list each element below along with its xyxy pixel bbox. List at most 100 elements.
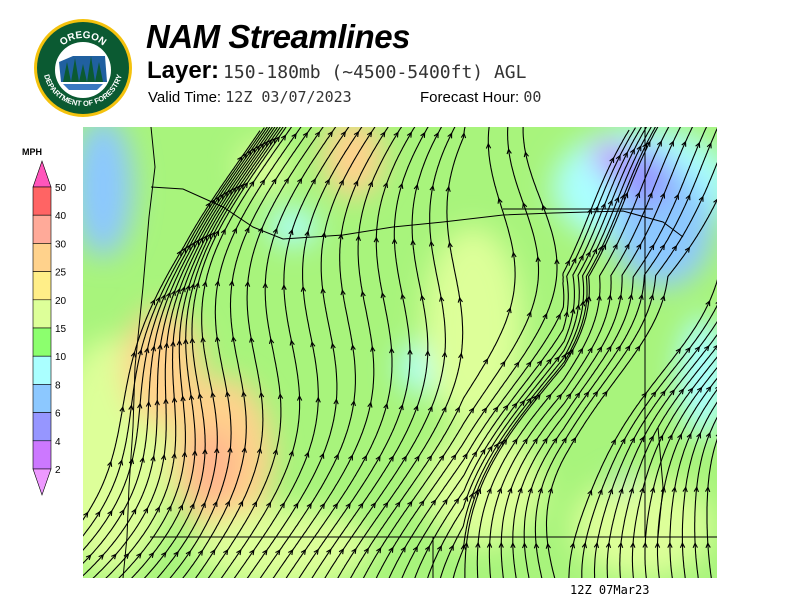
streamline-arrowhead bbox=[645, 140, 651, 147]
streamline-arrowhead bbox=[304, 230, 310, 237]
streamline-arrowhead bbox=[706, 142, 712, 149]
streamline-arrowhead bbox=[274, 135, 280, 142]
streamline-arrowhead bbox=[628, 487, 635, 494]
legend-label: 25 bbox=[55, 268, 67, 279]
streamline-arrowhead bbox=[705, 299, 711, 307]
streamline-arrowhead bbox=[607, 199, 613, 206]
streamline-arrowhead bbox=[625, 344, 631, 352]
streamline-arrowhead bbox=[388, 546, 394, 553]
streamline-arrowhead bbox=[454, 406, 460, 413]
streamline-arrowhead bbox=[669, 389, 675, 396]
streamline-arrowhead bbox=[535, 255, 541, 263]
streamline-arrowhead bbox=[657, 140, 662, 147]
streamline-arrowhead bbox=[614, 196, 620, 203]
streamline-arrowhead bbox=[198, 236, 204, 243]
streamline-arrowhead bbox=[413, 183, 419, 190]
streamline-arrowhead bbox=[107, 460, 113, 467]
streamline-arrowhead bbox=[483, 358, 489, 365]
streamline-arrowhead bbox=[398, 182, 404, 189]
streamline bbox=[143, 127, 287, 578]
streamline-arrowhead bbox=[527, 487, 533, 494]
streamline-arrowhead bbox=[123, 552, 130, 559]
streamline-arrowhead bbox=[526, 311, 532, 318]
streamline-arrowhead bbox=[570, 307, 576, 314]
streamline-arrowhead bbox=[471, 450, 478, 457]
streamline-arrowhead bbox=[677, 433, 682, 440]
streamline-arrowhead bbox=[383, 402, 389, 410]
streamline-arrowhead bbox=[225, 500, 230, 507]
streamline-arrowhead bbox=[400, 293, 406, 300]
streamline bbox=[606, 334, 717, 578]
streamline-arrowhead bbox=[314, 131, 321, 138]
streamline-arrowhead bbox=[389, 347, 395, 354]
streamline-arrowhead bbox=[705, 541, 711, 549]
streamline-arrowhead bbox=[165, 291, 171, 298]
streamline-arrowhead bbox=[492, 406, 499, 413]
streamline-arrowhead bbox=[388, 455, 394, 462]
streamline-arrowhead bbox=[481, 407, 488, 414]
streamline-arrowhead bbox=[457, 296, 463, 303]
streamline-arrowhead bbox=[194, 238, 200, 246]
streamline-arrowhead bbox=[268, 337, 275, 345]
streamline-arrowhead bbox=[517, 487, 523, 494]
streamline-arrowhead bbox=[176, 249, 182, 257]
streamline-arrowhead bbox=[280, 134, 287, 141]
streamline-arrowhead bbox=[297, 177, 303, 184]
streamline-arrowhead bbox=[154, 506, 160, 513]
streamline-arrowhead bbox=[419, 499, 425, 507]
streamline-arrowhead bbox=[350, 399, 356, 407]
streamline-arrowhead bbox=[487, 445, 493, 452]
streamline-arrowhead bbox=[236, 549, 242, 556]
streamline-arrowhead bbox=[571, 436, 577, 444]
streamline-arrowhead bbox=[617, 293, 623, 301]
streamline-arrowhead bbox=[522, 437, 528, 445]
streamline-arrowhead bbox=[395, 501, 401, 508]
streamline-arrowhead bbox=[209, 198, 216, 205]
legend-label: 10 bbox=[55, 352, 67, 363]
streamline bbox=[195, 127, 324, 578]
streamline-arrowhead bbox=[601, 243, 607, 250]
streamline-arrowhead bbox=[609, 156, 615, 163]
streamline-arrowhead bbox=[635, 191, 641, 198]
streamline-arrowhead bbox=[185, 284, 191, 291]
streamline-arrowhead bbox=[277, 392, 284, 400]
streamline-arrowhead bbox=[185, 550, 192, 557]
streamline-arrowhead bbox=[463, 541, 469, 548]
streamline-arrowhead bbox=[597, 346, 603, 353]
streamline-arrowhead bbox=[533, 542, 540, 549]
streamline-arrowhead bbox=[681, 140, 687, 147]
streamline-arrowhead bbox=[424, 350, 431, 357]
streamline-arrowhead bbox=[436, 544, 442, 552]
legend-label: 4 bbox=[55, 437, 61, 448]
streamline-arrowhead bbox=[414, 455, 420, 462]
streamline-arrowhead bbox=[85, 554, 92, 561]
streamline-arrowhead bbox=[647, 192, 653, 199]
streamline-arrowhead bbox=[338, 179, 344, 186]
streamline-arrowhead bbox=[366, 131, 373, 138]
legend-swatch bbox=[32, 327, 52, 357]
streamline-arrowhead bbox=[189, 283, 196, 290]
streamline-arrowhead bbox=[580, 300, 586, 307]
streamline-arrowhead bbox=[319, 502, 326, 509]
streamline-arrowhead bbox=[183, 338, 189, 345]
streamline-arrowhead bbox=[561, 437, 567, 444]
streamline-arrowhead bbox=[324, 178, 330, 185]
streamline-arrowhead bbox=[554, 258, 560, 265]
streamline-arrowhead bbox=[176, 339, 183, 346]
streamline-arrowhead bbox=[258, 391, 265, 398]
streamline-arrowhead bbox=[189, 502, 195, 510]
streamline-arrowhead bbox=[160, 293, 166, 301]
streamline-arrowhead bbox=[650, 391, 657, 398]
streamline-arrowhead bbox=[535, 393, 541, 400]
streamline-arrowhead bbox=[358, 502, 364, 509]
streamline-arrowhead bbox=[171, 396, 178, 403]
legend-arrow-top bbox=[32, 160, 52, 188]
streamline bbox=[631, 356, 717, 578]
streamline-arrowhead bbox=[407, 348, 413, 355]
streamline-arrowhead bbox=[205, 202, 211, 209]
streamline bbox=[246, 127, 376, 578]
streamline-arrowhead bbox=[635, 345, 641, 352]
streamline-arrowhead bbox=[537, 487, 543, 494]
streamline-arrowhead bbox=[674, 193, 680, 200]
streamline bbox=[92, 127, 276, 578]
